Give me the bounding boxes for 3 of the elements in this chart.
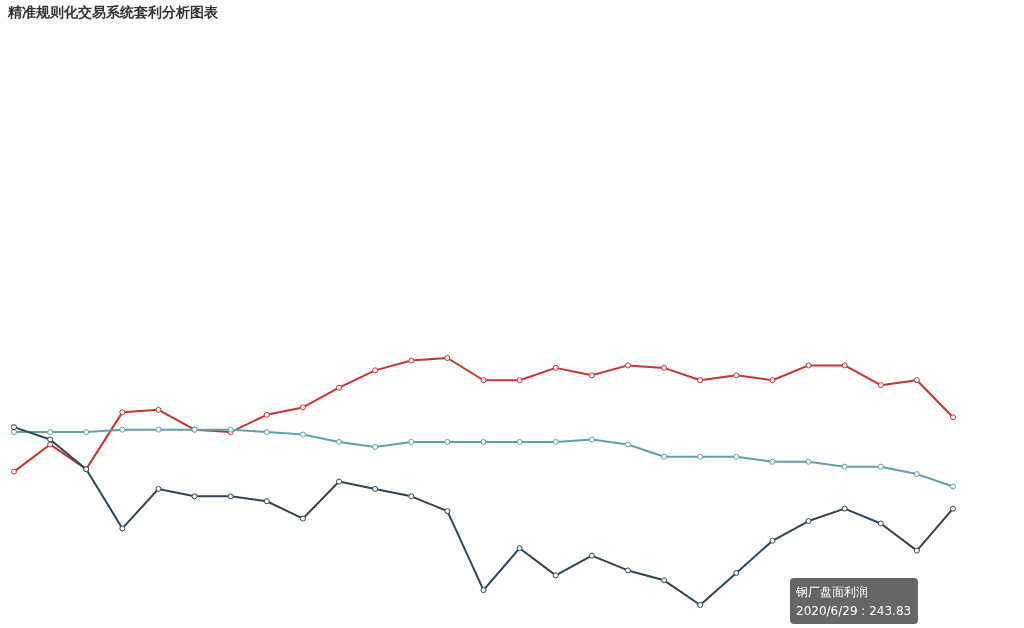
annotation: 钢厂盘面利润 xyxy=(795,585,868,599)
annotation: 2020/6/29 : 243.83 xyxy=(796,604,912,618)
chart-title: 精准规则化交易系统套利分析图表 xyxy=(7,4,219,20)
